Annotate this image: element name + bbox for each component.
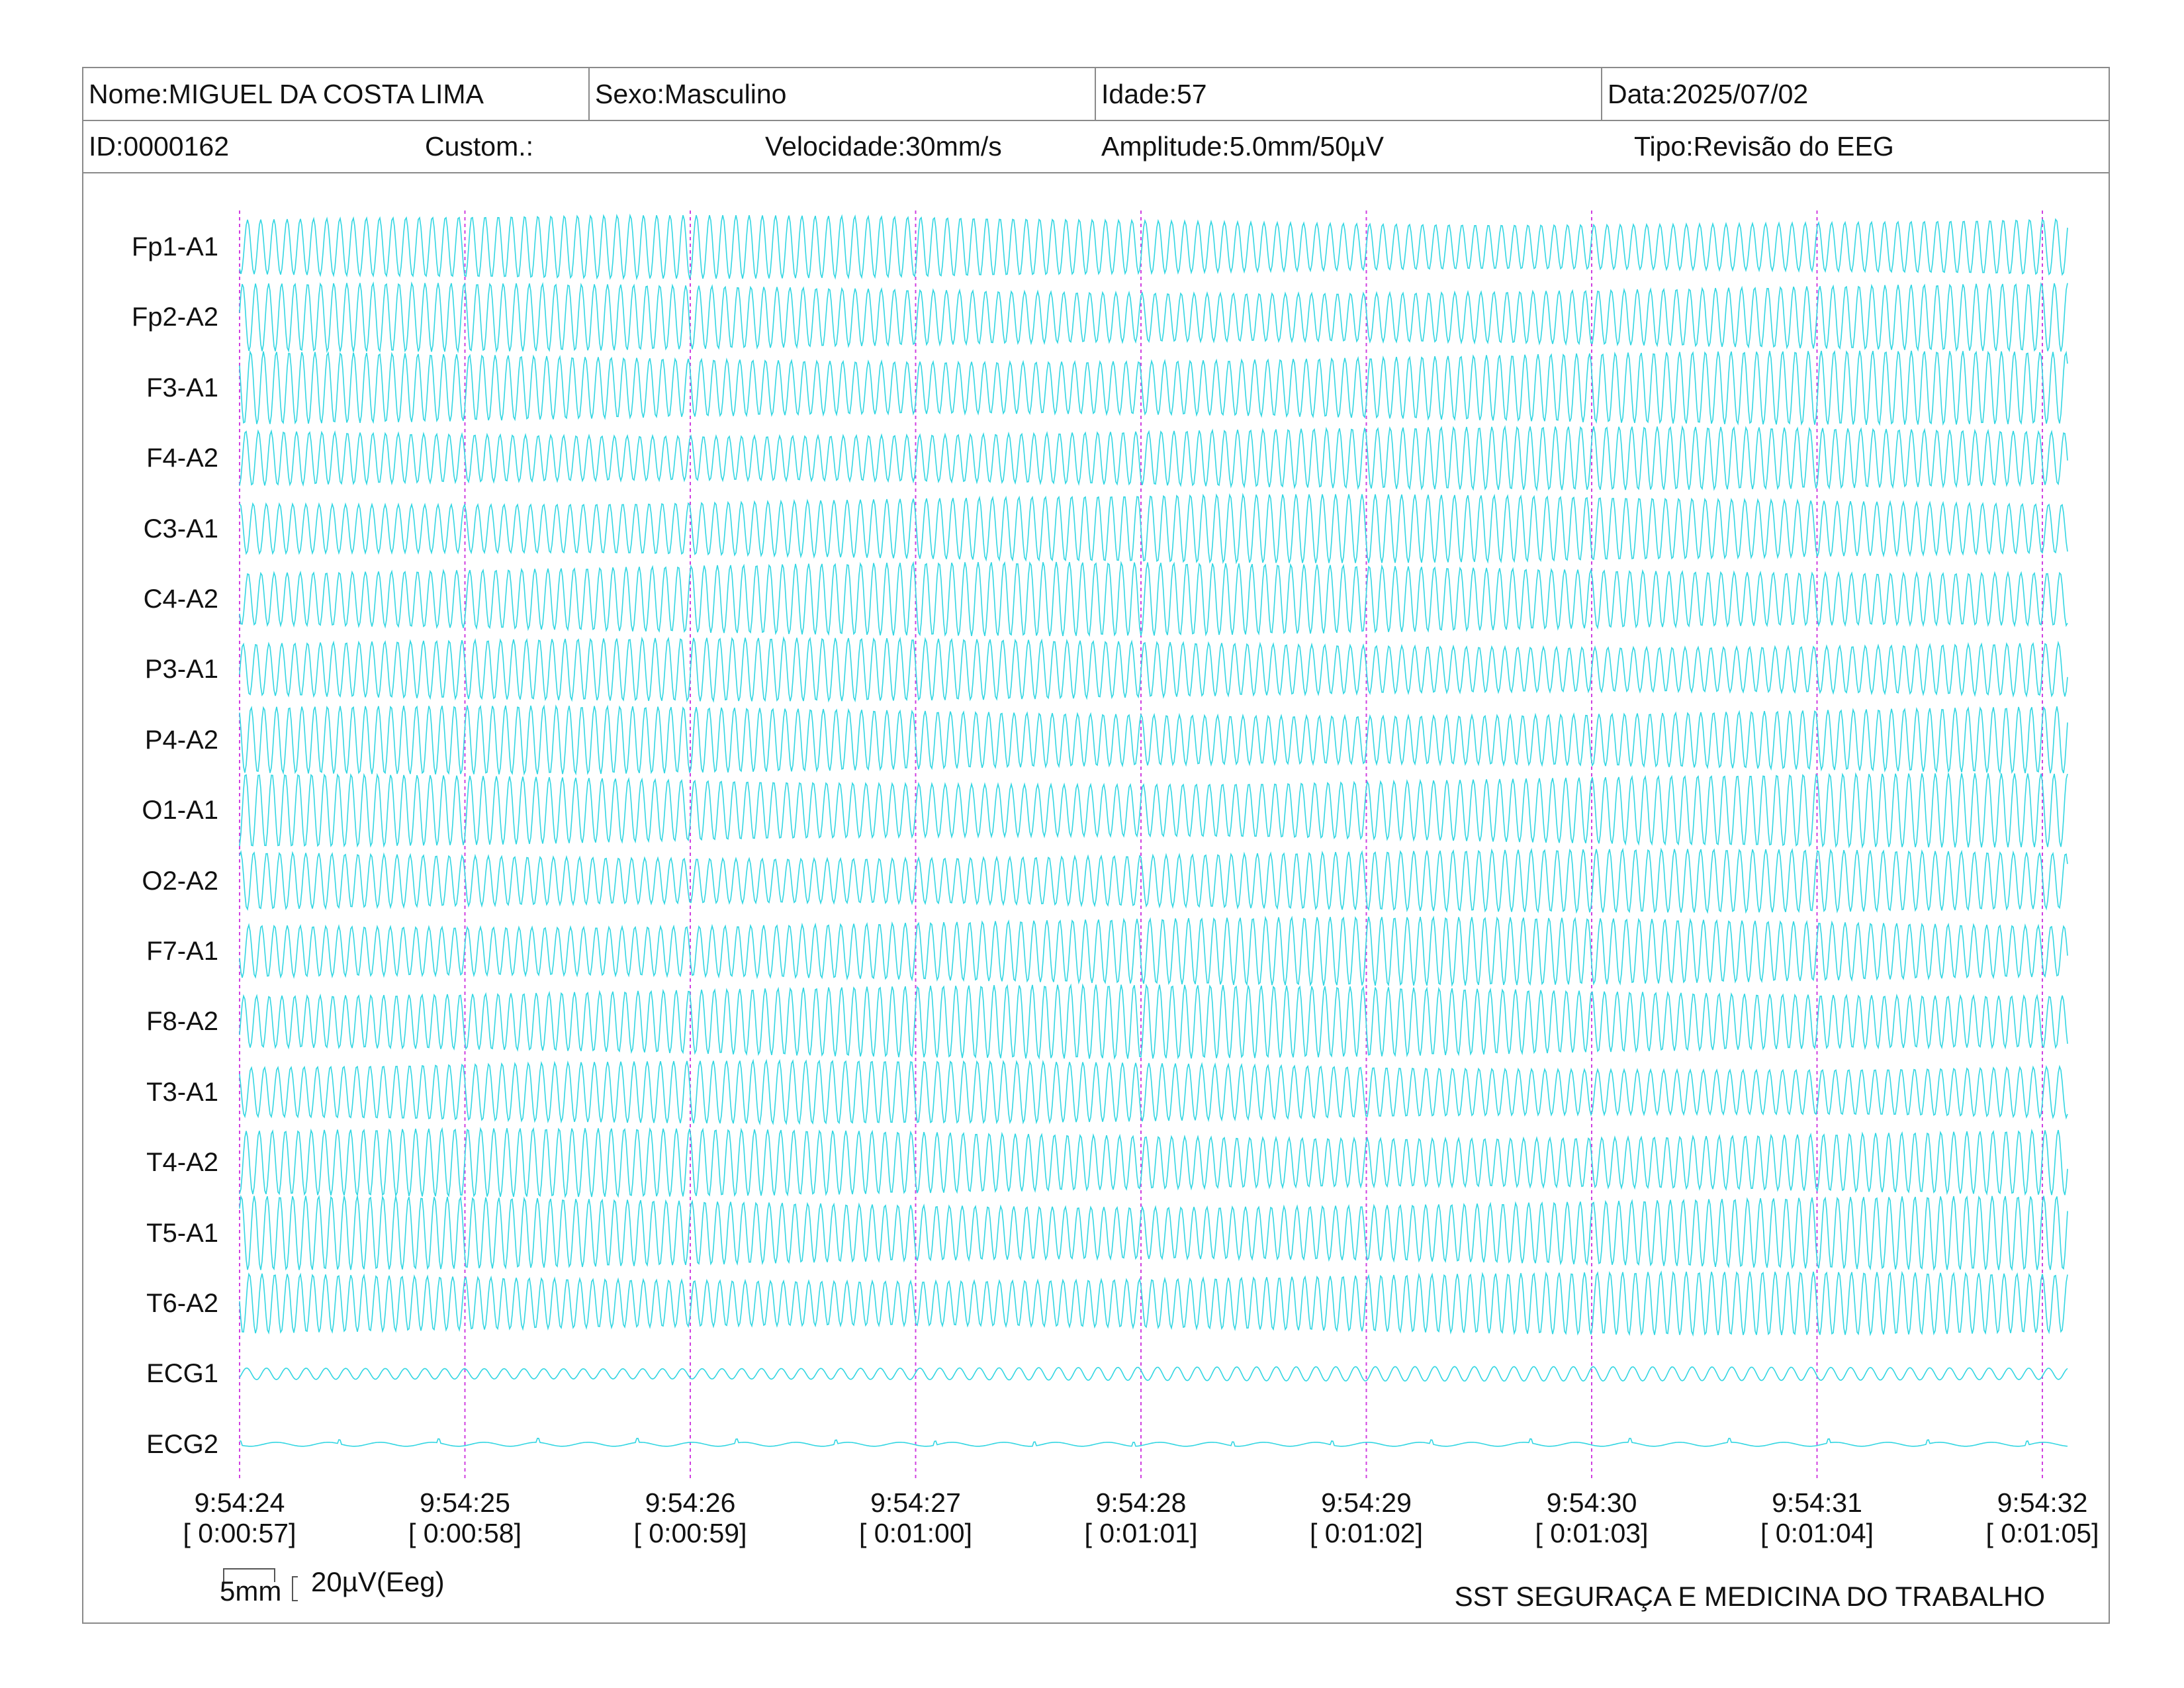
time-elapsed: [ 0:01:00] xyxy=(859,1517,972,1548)
time-clock: 9:54:25 xyxy=(420,1487,510,1518)
time-mark-label: 9:54:29[ 0:01:02] xyxy=(1281,1487,1453,1549)
time-mark-label: 9:54:32[ 0:01:05] xyxy=(1956,1487,2128,1549)
header-row-patient: Nome:MIGUEL DA COSTA LIMA Sexo:Masculino… xyxy=(83,68,2109,121)
header-row-settings: ID:0000162 Custom.: Velocidade:30mm/s Am… xyxy=(83,121,2109,173)
channel-label: F7-A1 xyxy=(146,937,218,966)
channel-label: F3-A1 xyxy=(146,373,218,402)
time-clock: 9:54:32 xyxy=(1997,1487,2088,1518)
channel-trace-t4-a2 xyxy=(239,1127,2068,1199)
channel-trace-fp1-a1 xyxy=(239,213,2068,281)
time-mark-label: 9:54:30[ 0:01:03] xyxy=(1506,1487,1678,1549)
channel-label: T4-A2 xyxy=(146,1148,218,1178)
time-mark-label: 9:54:24[ 0:00:57] xyxy=(154,1487,326,1549)
channel-label: O2-A2 xyxy=(142,866,218,896)
time-mark-label: 9:54:26[ 0:00:59] xyxy=(604,1487,776,1549)
channel-trace-ecg2 xyxy=(239,1437,2068,1447)
channel-traces xyxy=(239,213,2068,1447)
channel-trace-p3-a1 xyxy=(239,635,2068,703)
time-clock: 9:54:30 xyxy=(1546,1487,1637,1518)
footer-organization: SST SEGURAÇA E MEDICINA DO TRABALHO xyxy=(1454,1581,2045,1612)
time-elapsed: [ 0:01:05] xyxy=(1985,1517,2099,1548)
time-elapsed: [ 0:00:59] xyxy=(633,1517,747,1548)
channel-label: P4-A2 xyxy=(144,725,218,755)
channel-label: T3-A1 xyxy=(146,1077,218,1107)
channel-trace-c4-a2 xyxy=(239,561,2068,637)
time-mark-label: 9:54:28[ 0:01:01] xyxy=(1055,1487,1227,1549)
channel-label: T6-A2 xyxy=(146,1289,218,1318)
time-elapsed: [ 0:01:02] xyxy=(1310,1517,1423,1548)
patient-name: Nome:MIGUEL DA COSTA LIMA xyxy=(89,78,484,109)
scale-time-label: 5mm xyxy=(220,1575,282,1607)
channel-trace-o1-a1 xyxy=(239,772,2068,849)
channel-trace-ecg1 xyxy=(239,1366,2068,1382)
channel-label: ECG1 xyxy=(146,1359,218,1389)
channel-trace-c3-a1 xyxy=(239,492,2068,565)
channel-trace-fp2-a2 xyxy=(239,281,2068,353)
scale-bracket-icon xyxy=(223,1568,298,1601)
amplitude-setting: Amplitude:5.0mm/50µV xyxy=(1101,131,1384,162)
patient-id: ID:0000162 xyxy=(89,131,230,162)
time-clock: 9:54:24 xyxy=(194,1487,285,1518)
patient-sex: Sexo:Masculino xyxy=(595,78,787,109)
channel-trace-t6-a2 xyxy=(239,1270,2068,1337)
time-mark-label: 9:54:27[ 0:01:00] xyxy=(830,1487,1002,1549)
time-clock: 9:54:27 xyxy=(870,1487,961,1518)
channel-label: Fp1-A1 xyxy=(131,232,218,261)
channel-label: T5-A1 xyxy=(146,1218,218,1248)
time-mark-label: 9:54:25[ 0:00:58] xyxy=(379,1487,551,1549)
time-elapsed: [ 0:00:58] xyxy=(408,1517,522,1548)
channel-label: F4-A2 xyxy=(146,444,218,473)
channel-label: P3-A1 xyxy=(144,655,218,684)
channel-trace-f3-a1 xyxy=(239,350,2068,426)
scale-amp-label: 20µV(Eeg) xyxy=(311,1566,445,1597)
channel-trace-t3-a1 xyxy=(239,1058,2068,1126)
sweep-speed: Velocidade:30mm/s xyxy=(765,131,1002,162)
patient-age: Idade:57 xyxy=(1101,78,1207,109)
channel-trace-f4-a2 xyxy=(239,425,2068,492)
time-clock: 9:54:29 xyxy=(1321,1487,1412,1518)
time-elapsed: [ 0:00:57] xyxy=(183,1517,296,1548)
channel-label: Fp2-A2 xyxy=(131,303,218,332)
channel-label: F8-A2 xyxy=(146,1007,218,1037)
channel-trace-p4-a2 xyxy=(239,704,2068,776)
eeg-report-sheet: Nome:MIGUEL DA COSTA LIMA Sexo:Masculino… xyxy=(82,67,2110,1624)
time-elapsed: [ 0:01:04] xyxy=(1760,1517,1874,1548)
channel-label: O1-A1 xyxy=(142,796,218,825)
channel-label: C3-A1 xyxy=(143,514,218,543)
exam-date: Data:2025/07/02 xyxy=(1608,78,1809,109)
channel-trace-o2-a2 xyxy=(239,847,2068,914)
time-clock: 9:54:31 xyxy=(1772,1487,1862,1518)
time-elapsed: [ 0:01:01] xyxy=(1084,1517,1198,1548)
channel-trace-f8-a2 xyxy=(239,983,2068,1060)
time-elapsed: [ 0:01:03] xyxy=(1535,1517,1649,1548)
channel-trace-f7-a1 xyxy=(239,915,2068,987)
exam-type: Tipo:Revisão do EEG xyxy=(1634,131,1894,162)
time-clock: 9:54:26 xyxy=(645,1487,736,1518)
channel-label: ECG2 xyxy=(146,1429,218,1459)
time-clock: 9:54:28 xyxy=(1095,1487,1187,1518)
channel-label: C4-A2 xyxy=(143,585,218,614)
custom-field: Custom.: xyxy=(425,131,534,162)
time-mark-label: 9:54:31[ 0:01:04] xyxy=(1731,1487,1903,1549)
channel-trace-t5-a1 xyxy=(239,1194,2068,1272)
